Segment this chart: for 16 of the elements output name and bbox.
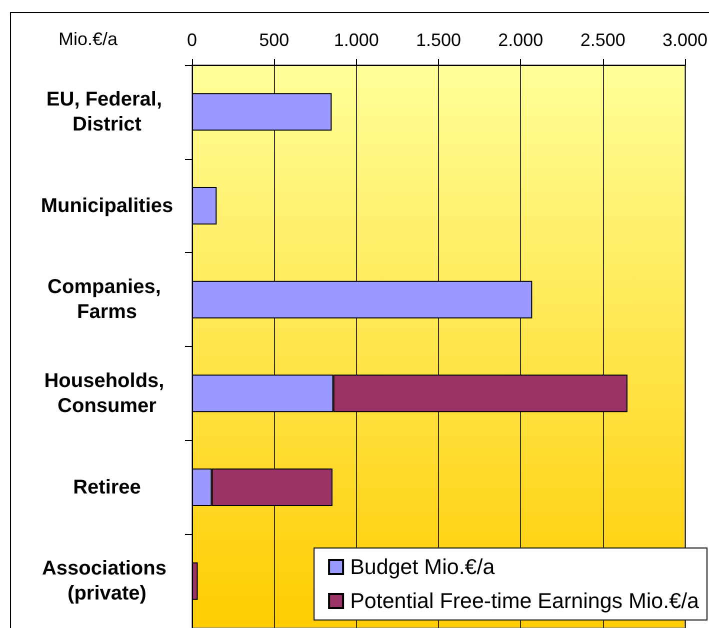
legend-label: Budget Mio.€/a [350,555,495,579]
x-tick-label: 1.000 [334,30,379,50]
x-tick-label: 2.000 [498,30,544,50]
y-tick-label: Associations (private) [42,558,172,605]
y-tick-label: Retiree [73,476,141,498]
y-tick-label: Companies, Farms [48,276,166,324]
y-tick-label: EU, Federal, District [46,88,168,136]
y-tick-label: Municipalities [40,194,174,217]
x-tick-label: 2.500 [580,30,626,50]
x-tick-label: 500 [259,30,290,50]
legend-label: Potential Free-time Earnings Mio.€/a [350,589,700,613]
x-axis-title: Mio.€/a [58,29,118,49]
y-tick-label: Households, Consumer [44,370,170,417]
x-tick-label: 1.500 [416,30,462,50]
x-tick-label: 3.000 [662,30,708,50]
x-tick-label: 0 [186,30,198,50]
